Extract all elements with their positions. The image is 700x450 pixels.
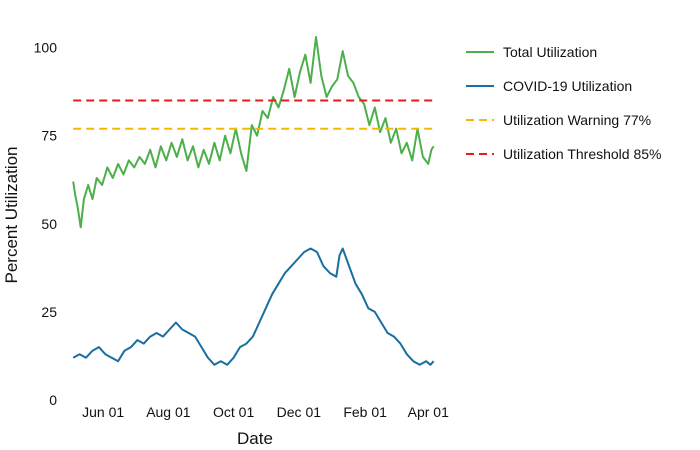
legend-label: COVID-19 Utilization: [503, 78, 632, 94]
series-line-1: [72, 36, 435, 229]
y-tick-label: 50: [41, 216, 57, 232]
y-axis-ticks: 0 25 50 75 100: [34, 40, 58, 408]
x-tick-label: Aug 01: [146, 404, 191, 420]
series-line-2: [72, 247, 435, 366]
y-tick-label: 25: [41, 304, 57, 320]
x-axis-ticks: Jun 01 Aug 01 Oct 01 Dec 01 Feb 01 Apr 01: [82, 404, 449, 420]
plot-area: [72, 36, 435, 366]
legend-label: Utilization Warning 77%: [503, 112, 651, 128]
x-tick-label: Oct 01: [213, 404, 254, 420]
y-tick-label: 75: [41, 128, 57, 144]
legend-label: Utilization Threshold 85%: [503, 146, 662, 162]
x-tick-label: Apr 01: [408, 404, 449, 420]
x-tick-label: Jun 01: [82, 404, 124, 420]
y-tick-label: 0: [49, 392, 57, 408]
legend-label: Total Utilization: [503, 44, 597, 60]
legend: Total Utilization COVID-19 Utilization Uti…: [466, 44, 662, 162]
x-axis-title: Date: [237, 429, 273, 448]
y-tick-label: 100: [34, 40, 58, 56]
x-tick-label: Feb 01: [343, 404, 387, 420]
y-axis-title: Percent Utilization: [2, 146, 21, 283]
x-tick-label: Dec 01: [277, 404, 322, 420]
